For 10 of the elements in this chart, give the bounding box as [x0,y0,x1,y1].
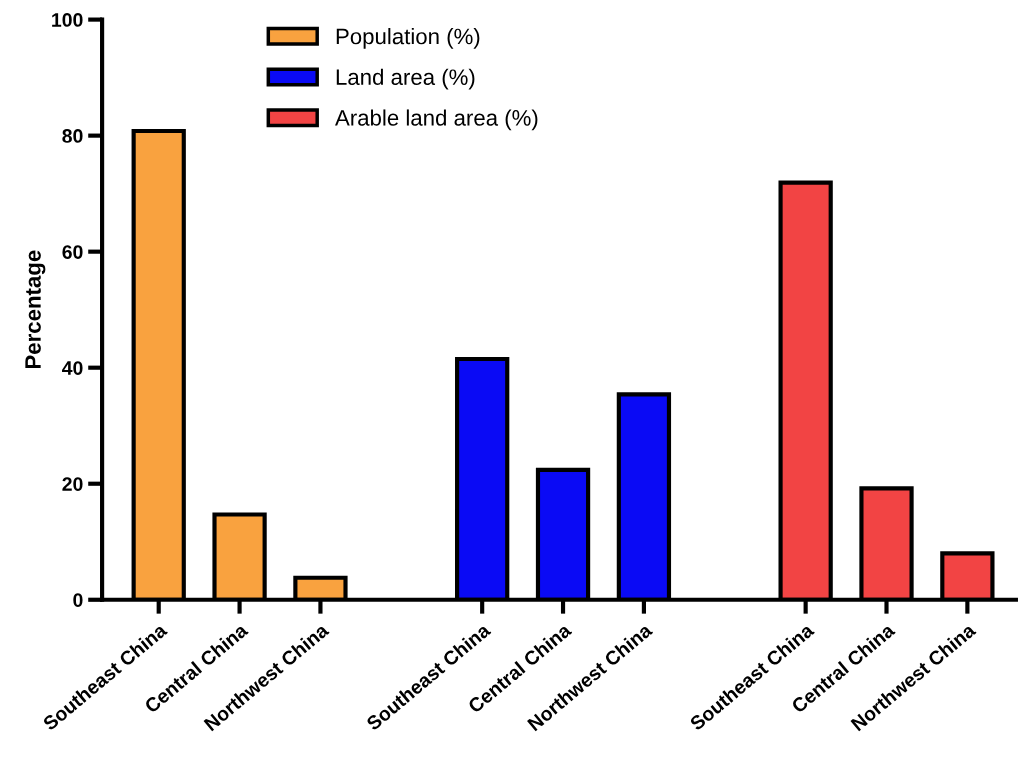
y-tick-label: 0 [73,593,83,607]
legend-label: Arable land area (%) [335,109,538,131]
y-tick-label: 100 [52,13,83,27]
y-tick-label: 40 [62,361,83,375]
y-axis-title: Percentage [25,250,46,369]
y-tick-label: 60 [62,245,83,259]
legend-label: Land area (%) [336,68,475,90]
legend-label: Population (%) [336,28,480,49]
y-tick-label: 80 [62,129,83,143]
y-tick-label: 20 [62,477,83,491]
